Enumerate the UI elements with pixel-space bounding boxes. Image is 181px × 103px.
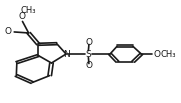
Text: O: O xyxy=(86,61,93,70)
Text: S: S xyxy=(85,50,91,59)
Text: O: O xyxy=(5,28,12,36)
Text: O: O xyxy=(153,50,160,59)
Text: O: O xyxy=(86,38,93,47)
Text: CH₃: CH₃ xyxy=(21,6,36,15)
Text: O: O xyxy=(18,12,25,21)
Text: N: N xyxy=(63,50,70,59)
Text: CH₃: CH₃ xyxy=(161,50,176,59)
